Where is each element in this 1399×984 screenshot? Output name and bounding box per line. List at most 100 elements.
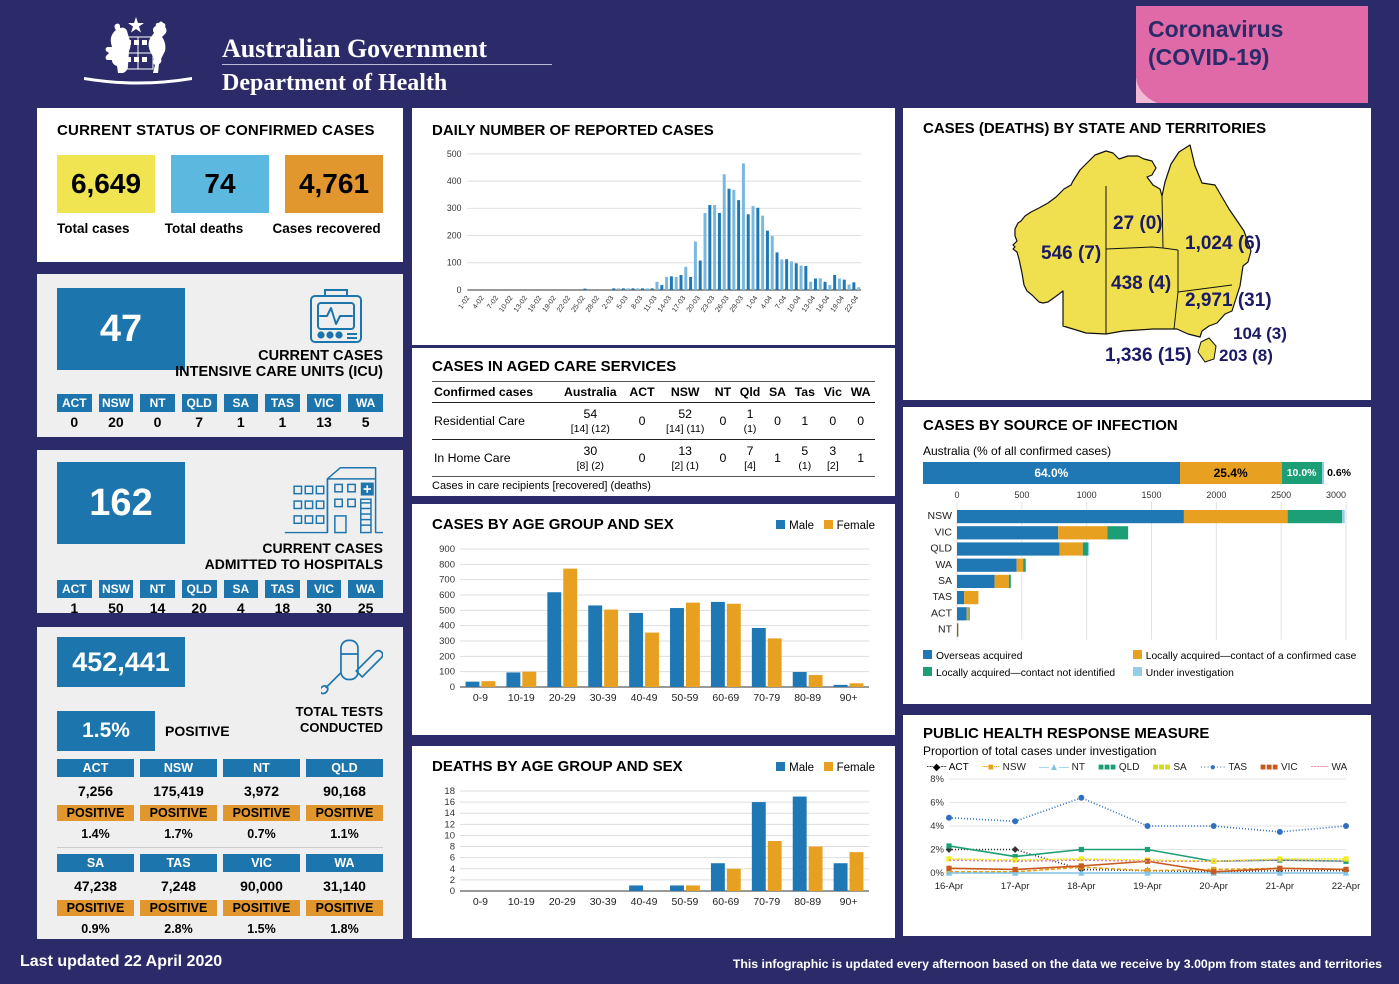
- svg-text:500: 500: [1014, 490, 1029, 500]
- svg-text:0: 0: [450, 886, 455, 897]
- svg-text:NT: NT: [938, 624, 953, 636]
- svg-text:13-02: 13-02: [512, 294, 529, 313]
- svg-text:28-02: 28-02: [584, 294, 601, 313]
- svg-text:0: 0: [954, 490, 959, 500]
- svg-text:4%: 4%: [930, 821, 944, 832]
- svg-text:16-04: 16-04: [815, 294, 832, 313]
- svg-text:6%: 6%: [930, 798, 944, 809]
- svg-text:16: 16: [444, 797, 455, 808]
- svg-text:60-69: 60-69: [712, 896, 739, 908]
- svg-text:16-Apr: 16-Apr: [935, 881, 964, 891]
- svg-text:40-49: 40-49: [631, 692, 658, 704]
- svg-text:26-03: 26-03: [714, 294, 731, 313]
- svg-text:900: 900: [439, 544, 455, 555]
- svg-text:SA: SA: [938, 575, 952, 587]
- svg-text:2%: 2%: [930, 845, 944, 856]
- svg-text:0-9: 0-9: [473, 692, 488, 704]
- svg-text:2000: 2000: [1206, 490, 1226, 500]
- svg-text:30-39: 30-39: [590, 692, 617, 704]
- svg-text:40-49: 40-49: [631, 896, 658, 908]
- svg-text:4: 4: [450, 864, 455, 875]
- svg-text:200: 200: [439, 651, 455, 662]
- svg-text:100: 100: [439, 667, 455, 678]
- svg-text:80-89: 80-89: [794, 896, 821, 908]
- svg-text:2500: 2500: [1271, 490, 1291, 500]
- svg-text:17-Apr: 17-Apr: [1001, 881, 1030, 891]
- svg-text:TAS: TAS: [932, 591, 952, 603]
- svg-text:10-19: 10-19: [508, 896, 535, 908]
- svg-text:14-03: 14-03: [656, 294, 673, 313]
- svg-text:2: 2: [450, 875, 455, 886]
- svg-text:4-02: 4-02: [471, 294, 486, 310]
- svg-text:27 (0): 27 (0): [1113, 213, 1163, 234]
- svg-text:11-03: 11-03: [642, 294, 659, 313]
- svg-text:18-Apr: 18-Apr: [1067, 881, 1096, 891]
- svg-text:700: 700: [439, 575, 455, 586]
- svg-text:19-04: 19-04: [829, 294, 846, 313]
- svg-text:200: 200: [447, 230, 462, 240]
- svg-text:19-Apr: 19-Apr: [1133, 881, 1162, 891]
- svg-text:13-04: 13-04: [800, 294, 817, 313]
- svg-text:30-39: 30-39: [590, 896, 617, 908]
- svg-text:23-03: 23-03: [699, 294, 716, 313]
- svg-text:2-03: 2-03: [601, 294, 616, 310]
- svg-text:20-29: 20-29: [549, 692, 576, 704]
- svg-text:WA: WA: [935, 559, 952, 571]
- svg-text:300: 300: [439, 636, 455, 647]
- svg-text:8: 8: [450, 842, 455, 853]
- svg-text:5-03: 5-03: [615, 294, 630, 310]
- svg-text:90+: 90+: [840, 896, 858, 908]
- svg-text:6: 6: [450, 853, 455, 864]
- svg-text:21-Apr: 21-Apr: [1266, 881, 1295, 891]
- svg-text:500: 500: [439, 605, 455, 616]
- svg-text:50-59: 50-59: [672, 692, 699, 704]
- svg-text:400: 400: [447, 176, 462, 186]
- svg-text:3000: 3000: [1326, 490, 1346, 500]
- svg-text:0: 0: [450, 682, 455, 693]
- svg-text:NSW: NSW: [928, 510, 953, 522]
- svg-text:80-89: 80-89: [794, 692, 821, 704]
- svg-text:400: 400: [439, 621, 455, 632]
- svg-text:17-03: 17-03: [671, 294, 688, 313]
- svg-text:10-04: 10-04: [786, 294, 803, 313]
- svg-text:1-02: 1-02: [457, 294, 472, 310]
- svg-text:1,024 (6): 1,024 (6): [1185, 233, 1261, 254]
- svg-text:QLD: QLD: [930, 543, 952, 555]
- svg-text:16-02: 16-02: [526, 294, 543, 313]
- svg-text:19-02: 19-02: [541, 294, 558, 313]
- svg-text:10-02: 10-02: [498, 294, 515, 313]
- svg-text:1500: 1500: [1141, 490, 1161, 500]
- svg-text:600: 600: [439, 590, 455, 601]
- svg-text:29-03: 29-03: [728, 294, 745, 313]
- svg-text:VIC: VIC: [934, 526, 952, 538]
- svg-text:70-79: 70-79: [753, 692, 780, 704]
- svg-text:22-02: 22-02: [555, 294, 572, 313]
- svg-text:500: 500: [447, 149, 462, 159]
- svg-text:300: 300: [447, 203, 462, 213]
- svg-text:10-19: 10-19: [508, 692, 535, 704]
- svg-text:8%: 8%: [930, 774, 944, 785]
- svg-text:20-03: 20-03: [685, 294, 702, 313]
- svg-text:0%: 0%: [930, 868, 944, 879]
- svg-text:60-69: 60-69: [712, 692, 739, 704]
- svg-text:90+: 90+: [840, 692, 858, 704]
- svg-text:100: 100: [447, 258, 462, 268]
- svg-text:0: 0: [457, 285, 462, 295]
- svg-text:4-04: 4-04: [759, 294, 774, 310]
- svg-text:1000: 1000: [1077, 490, 1097, 500]
- svg-text:70-79: 70-79: [753, 896, 780, 908]
- svg-text:203 (8): 203 (8): [1219, 346, 1273, 365]
- svg-text:104 (3): 104 (3): [1233, 324, 1287, 343]
- svg-text:25-02: 25-02: [570, 294, 587, 313]
- svg-text:20-29: 20-29: [549, 896, 576, 908]
- svg-text:20-Apr: 20-Apr: [1199, 881, 1228, 891]
- svg-text:ACT: ACT: [931, 607, 953, 619]
- svg-text:1,336 (15): 1,336 (15): [1105, 345, 1192, 366]
- svg-text:22-Apr: 22-Apr: [1332, 881, 1361, 891]
- svg-text:1-04: 1-04: [745, 294, 760, 310]
- svg-text:22-04: 22-04: [843, 294, 860, 313]
- svg-text:50-59: 50-59: [672, 896, 699, 908]
- svg-text:438 (4): 438 (4): [1111, 273, 1171, 294]
- svg-text:2,971 (31): 2,971 (31): [1185, 290, 1272, 311]
- svg-text:18: 18: [444, 786, 455, 797]
